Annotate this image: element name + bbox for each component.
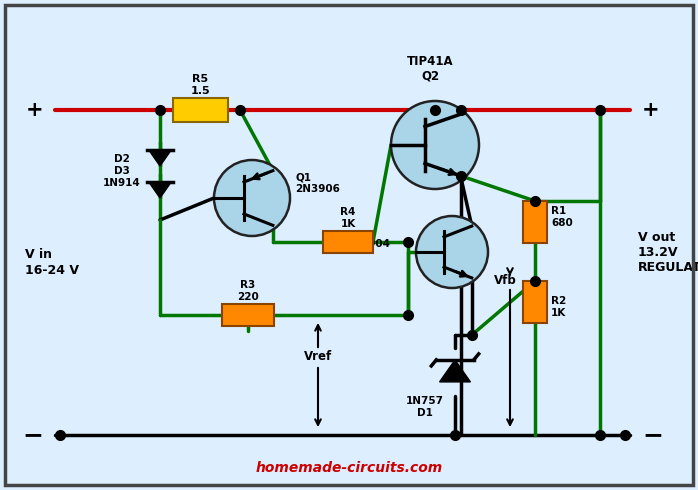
Text: −: − <box>22 423 43 447</box>
Text: R3
220: R3 220 <box>237 280 259 302</box>
Text: R2
1K: R2 1K <box>551 296 566 318</box>
Circle shape <box>416 216 488 288</box>
Text: Q1
2N3906: Q1 2N3906 <box>295 172 340 194</box>
Text: V in
16-24 V: V in 16-24 V <box>25 248 79 276</box>
Polygon shape <box>149 182 171 198</box>
Circle shape <box>391 101 479 189</box>
Text: Vfb: Vfb <box>493 274 517 287</box>
Bar <box>523 201 547 243</box>
Text: V out
13.2V
REGULATED: V out 13.2V REGULATED <box>638 231 698 274</box>
Text: TIP41A
Q2: TIP41A Q2 <box>407 55 453 83</box>
Circle shape <box>214 160 290 236</box>
Text: R5
1.5: R5 1.5 <box>190 74 210 96</box>
Text: homemade-circuits.com: homemade-circuits.com <box>255 461 443 475</box>
Text: D2
D3
1N914: D2 D3 1N914 <box>103 154 141 188</box>
Text: Vref: Vref <box>304 350 332 363</box>
Text: +: + <box>25 100 43 120</box>
Text: R1
680: R1 680 <box>551 206 573 228</box>
Bar <box>222 304 274 326</box>
Bar <box>323 231 373 253</box>
Text: R4
1K: R4 1K <box>341 207 356 229</box>
Text: −: − <box>642 423 663 447</box>
Text: +: + <box>642 100 660 120</box>
Bar <box>523 281 547 323</box>
Polygon shape <box>149 150 171 166</box>
Polygon shape <box>440 360 470 382</box>
Text: 2N3904: 2N3904 <box>346 239 390 249</box>
Bar <box>172 98 228 122</box>
Text: 1N757
D1: 1N757 D1 <box>406 396 444 418</box>
